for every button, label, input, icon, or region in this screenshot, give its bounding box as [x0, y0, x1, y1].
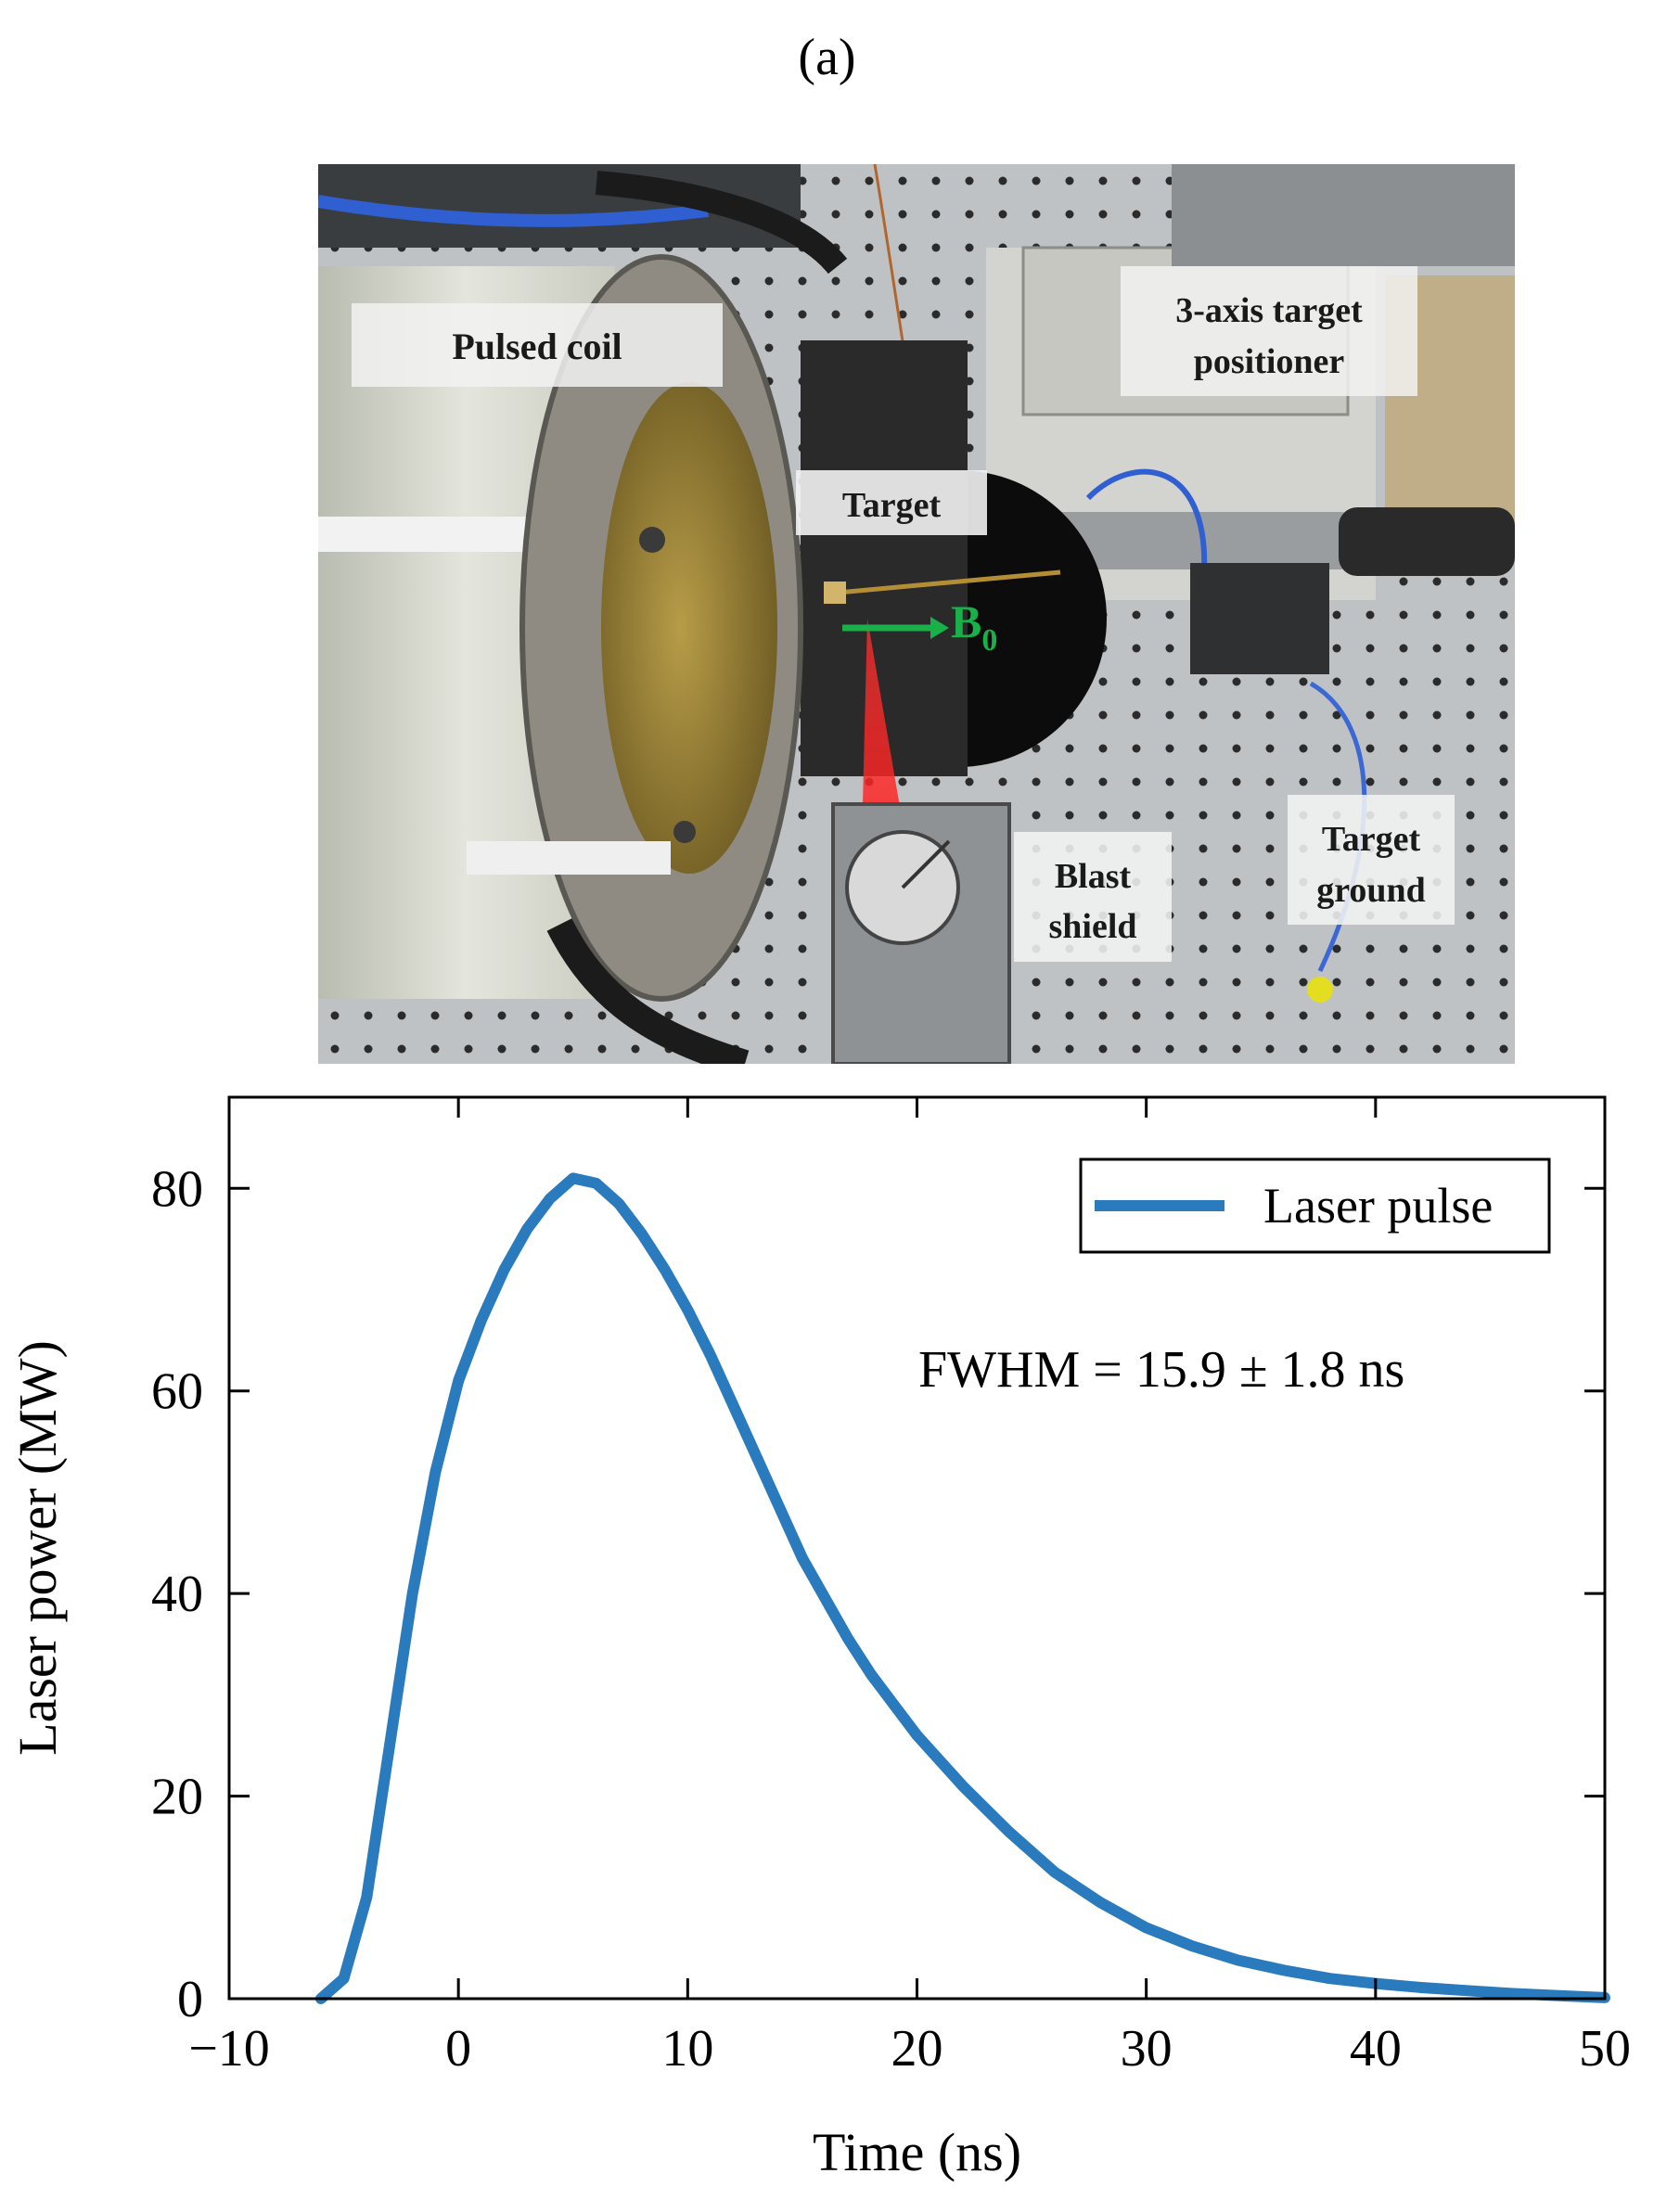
flange-bolt	[639, 527, 665, 553]
panel-label: (a)	[798, 29, 856, 86]
x-tick-label: 10	[661, 2020, 713, 2078]
target-foil	[824, 582, 846, 604]
x-tick-label: −10	[188, 2020, 270, 2078]
target-ground-label-box	[1288, 795, 1455, 925]
blast-shield-label-box	[1014, 832, 1172, 962]
black-cable	[595, 171, 848, 275]
target-ground-label-line2: ground	[1316, 871, 1426, 910]
y-tick-label: 20	[151, 1769, 203, 1826]
dial-needle	[901, 839, 951, 889]
positioner-label-line1: 3-axis target	[1175, 291, 1363, 330]
x-tick-label: 0	[445, 2020, 471, 2078]
laser-pulse-series	[314, 1172, 1610, 2004]
legend: Laser pulse	[1079, 1157, 1551, 1254]
stepper-motor	[1190, 563, 1329, 674]
x-axis-label: Time (ns)	[813, 2122, 1021, 2182]
x-tick-label: 50	[1579, 2020, 1631, 2078]
b-field-arrowhead	[930, 617, 949, 639]
y-tick-label: 40	[151, 1566, 203, 1623]
y-tick-label: 80	[151, 1160, 203, 1218]
blast-shield-label-line1: Blast	[1055, 857, 1132, 896]
holder-tip	[1339, 507, 1515, 576]
x-tick-label: 40	[1350, 2020, 1402, 2078]
experiment-photo: B0 Pulsed coil 3-axis target positioner …	[318, 164, 1515, 1064]
y-axis-label: Laser power (MW)	[7, 1340, 68, 1756]
blast-shield-label-line2: shield	[1048, 907, 1136, 946]
b-field-label: B0	[951, 595, 997, 658]
coil-cable	[546, 918, 750, 1064]
y-tick-label: 60	[151, 1363, 203, 1421]
legend-box	[1079, 1157, 1551, 1254]
positioner-label-box	[1121, 266, 1417, 396]
flange-bolt	[673, 821, 696, 843]
x-tick-label: 30	[1121, 2020, 1173, 2078]
laser-pulse-chart: −10 0 10 20 30 40 50 0 20 40 60 80 Laser power (MW)…	[0, 1067, 1654, 2212]
positioner-label-line2: positioner	[1194, 342, 1345, 381]
blue-ground-wire	[1085, 468, 1208, 573]
positioner-rail	[1172, 164, 1515, 266]
black-disc	[958, 470, 1107, 767]
target-label: Target	[842, 486, 942, 525]
pulsed-coil-label: Pulsed coil	[452, 326, 622, 367]
legend-label: Laser pulse	[1263, 1178, 1493, 1234]
target-label-box	[796, 470, 987, 535]
pulsed-coil-label-box	[352, 303, 723, 387]
fwhm-annotation: FWHM = 15.9 ± 1.8 ns	[918, 1341, 1404, 1399]
dark-mount	[801, 340, 968, 776]
coil-rail	[467, 841, 671, 875]
coil-bore	[601, 382, 777, 874]
target-needle	[837, 569, 1061, 595]
x-tick-label: 20	[891, 2020, 943, 2078]
blue-cable	[318, 195, 709, 227]
y-tick-label: 0	[177, 1971, 203, 2028]
ground-lug	[1307, 977, 1333, 1003]
target-ground-label-line1: Target	[1322, 820, 1421, 859]
